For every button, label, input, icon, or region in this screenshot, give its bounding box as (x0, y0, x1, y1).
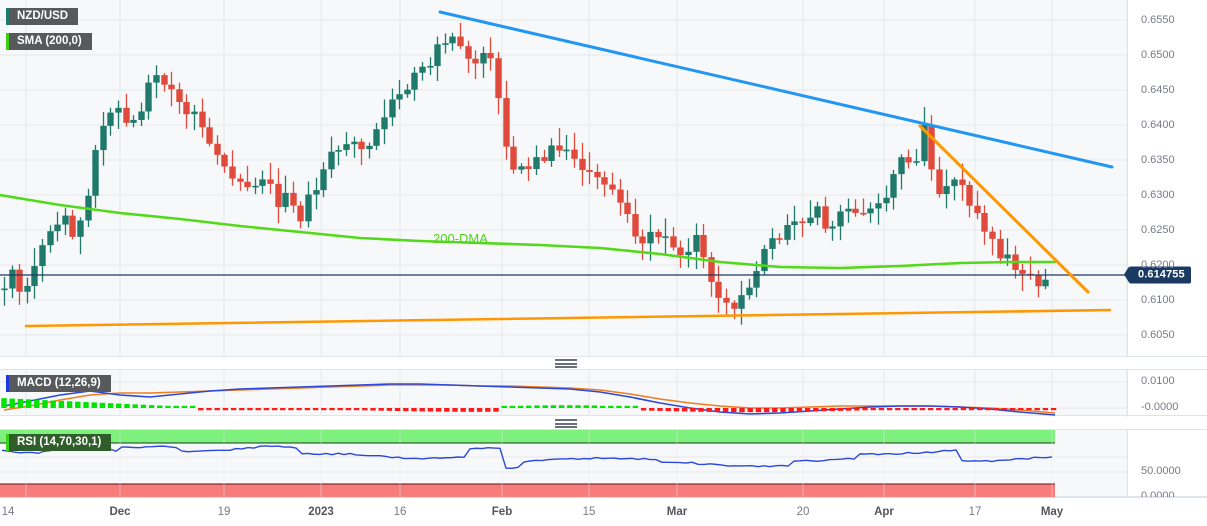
macd-color-swatch (6, 375, 9, 392)
handle-line (555, 419, 577, 421)
symbol-color-swatch (6, 8, 9, 25)
time-axis-tick: 17 (968, 506, 982, 518)
time-axis-tick: Mar (666, 506, 688, 518)
price-pane (0, 0, 1207, 357)
price-axis-label: 0.6300 (1141, 189, 1175, 201)
pane-resize-handle-rsi[interactable] (555, 419, 577, 428)
time-axis-tick: Dec (109, 506, 131, 518)
time-axis-tick: 14 (1, 506, 15, 518)
time-axis-tick: Feb (491, 506, 513, 518)
last-price-tag: 0.614755 (1124, 266, 1191, 284)
price-axis-label: 0.6450 (1141, 84, 1175, 96)
rsi-axis-label: 50.0000 (1141, 465, 1181, 477)
price-axis[interactable] (1127, 0, 1207, 356)
macd-axis-label: 0.0100 (1141, 375, 1175, 387)
time-axis-tick: 20 (796, 506, 810, 518)
rsi-axis[interactable] (1127, 430, 1207, 496)
macd-axis[interactable] (1127, 370, 1207, 415)
time-axis-tick: Apr (874, 506, 894, 518)
legend-symbol[interactable]: NZD/USD (6, 8, 79, 25)
time-axis-tick: 15 (582, 506, 596, 518)
macd-plot[interactable] (0, 370, 1207, 417)
legend-symbol-label: NZD/USD (9, 8, 79, 25)
sma-200-annotation: 200-DMA (433, 231, 488, 246)
legend-rsi-label: RSI (14,70,30,1) (9, 434, 112, 451)
time-axis-tick: 19 (217, 506, 231, 518)
legend-rsi[interactable]: RSI (14,70,30,1) (6, 434, 112, 451)
price-plot[interactable] (0, 0, 1207, 357)
rsi-pane (0, 429, 1207, 498)
legend-sma-label: SMA (200,0) (9, 33, 92, 50)
macd-axis-label: -0.0000 (1141, 401, 1179, 413)
handle-line (555, 426, 577, 428)
legend-sma[interactable]: SMA (200,0) (6, 33, 92, 50)
price-axis-label: 0.6250 (1141, 224, 1175, 236)
time-axis-tick: 2023 (308, 506, 334, 518)
price-axis-label: 0.6350 (1141, 154, 1175, 166)
price-axis-label: 0.6550 (1141, 14, 1175, 26)
time-axis-tick: 16 (393, 506, 407, 518)
rsi-color-swatch (6, 434, 9, 451)
macd-pane (0, 369, 1207, 417)
price-axis-label: 0.6050 (1141, 329, 1175, 341)
price-axis-label: 0.6500 (1141, 49, 1175, 61)
time-axis-tick: May (1040, 506, 1064, 518)
price-axis-label: 0.6400 (1141, 119, 1175, 131)
handle-line (555, 359, 577, 361)
legend-macd[interactable]: MACD (12,26,9) (6, 375, 111, 392)
legend-macd-label: MACD (12,26,9) (9, 375, 111, 392)
price-axis-label: 0.6200 (1141, 259, 1175, 271)
handle-line (555, 422, 577, 425)
handle-line (555, 362, 577, 365)
handle-line (555, 366, 577, 368)
rsi-plot[interactable] (0, 430, 1207, 498)
time-axis[interactable]: 14 Dec 19 2023 16 Feb 15 Mar 20 Apr 17 May (0, 497, 1207, 526)
pane-resize-handle-macd[interactable] (555, 359, 577, 368)
sma-color-swatch (6, 33, 9, 50)
price-axis-label: 0.6100 (1141, 294, 1175, 306)
